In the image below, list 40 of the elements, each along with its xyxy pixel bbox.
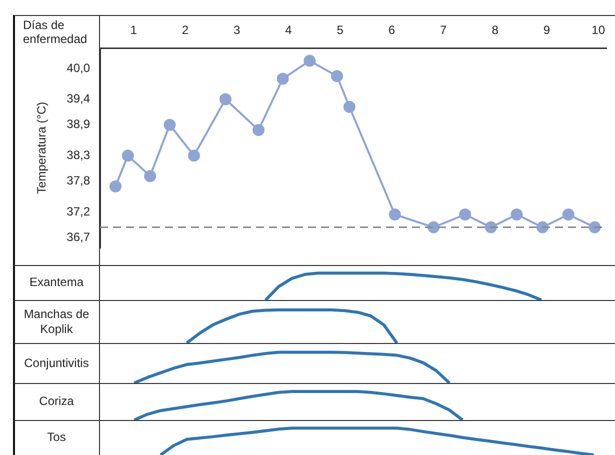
y-axis-title: Conjuntivitis — [23, 354, 90, 372]
point — [459, 208, 472, 220]
y-tick-label: 40,0 — [66, 60, 90, 75]
x-tick-label: 4 — [285, 23, 292, 38]
point — [343, 100, 356, 113]
y-tick-label: 38,9 — [66, 117, 90, 132]
point — [428, 221, 440, 234]
x-tick-label: 2 — [182, 23, 189, 38]
point — [304, 54, 316, 67]
x-tick-label: 8 — [492, 23, 499, 38]
x-tick-label: 7 — [440, 23, 448, 38]
y-axis-title: Exantema — [28, 274, 85, 291]
point — [144, 170, 156, 182]
y-tick-label: 36,7 — [66, 230, 90, 244]
point — [164, 118, 176, 131]
x-tick-label: 3 — [234, 23, 240, 38]
point — [276, 72, 289, 85]
x-tick-label: 5 — [336, 23, 344, 38]
point — [510, 208, 523, 220]
point — [252, 124, 265, 136]
y-tick-label: 39,4 — [66, 92, 90, 106]
y-tick-label: 37,8 — [66, 174, 90, 188]
point — [562, 208, 574, 220]
y-axis-title: Tos — [46, 429, 67, 446]
point — [109, 180, 122, 192]
y-axis-title: Coriza — [38, 393, 75, 410]
x-tick-label: 6 — [388, 23, 396, 38]
x-tick-label: 9 — [543, 23, 550, 38]
x-tick-label: 1 — [130, 23, 138, 38]
point — [122, 150, 134, 162]
point — [219, 93, 232, 106]
point — [388, 208, 401, 220]
x-tick-label: 10 — [592, 23, 606, 38]
y-axis-title: Manchas de Koplik — [22, 306, 90, 338]
y-tick-label: 37,2 — [66, 204, 90, 218]
y-tick-label: 38,3 — [66, 148, 90, 162]
x-axis-title: Días de enfermedad — [23, 18, 88, 46]
point — [188, 150, 200, 162]
y-axis-title: Temperatura (°C) — [34, 102, 49, 194]
point — [331, 70, 344, 82]
